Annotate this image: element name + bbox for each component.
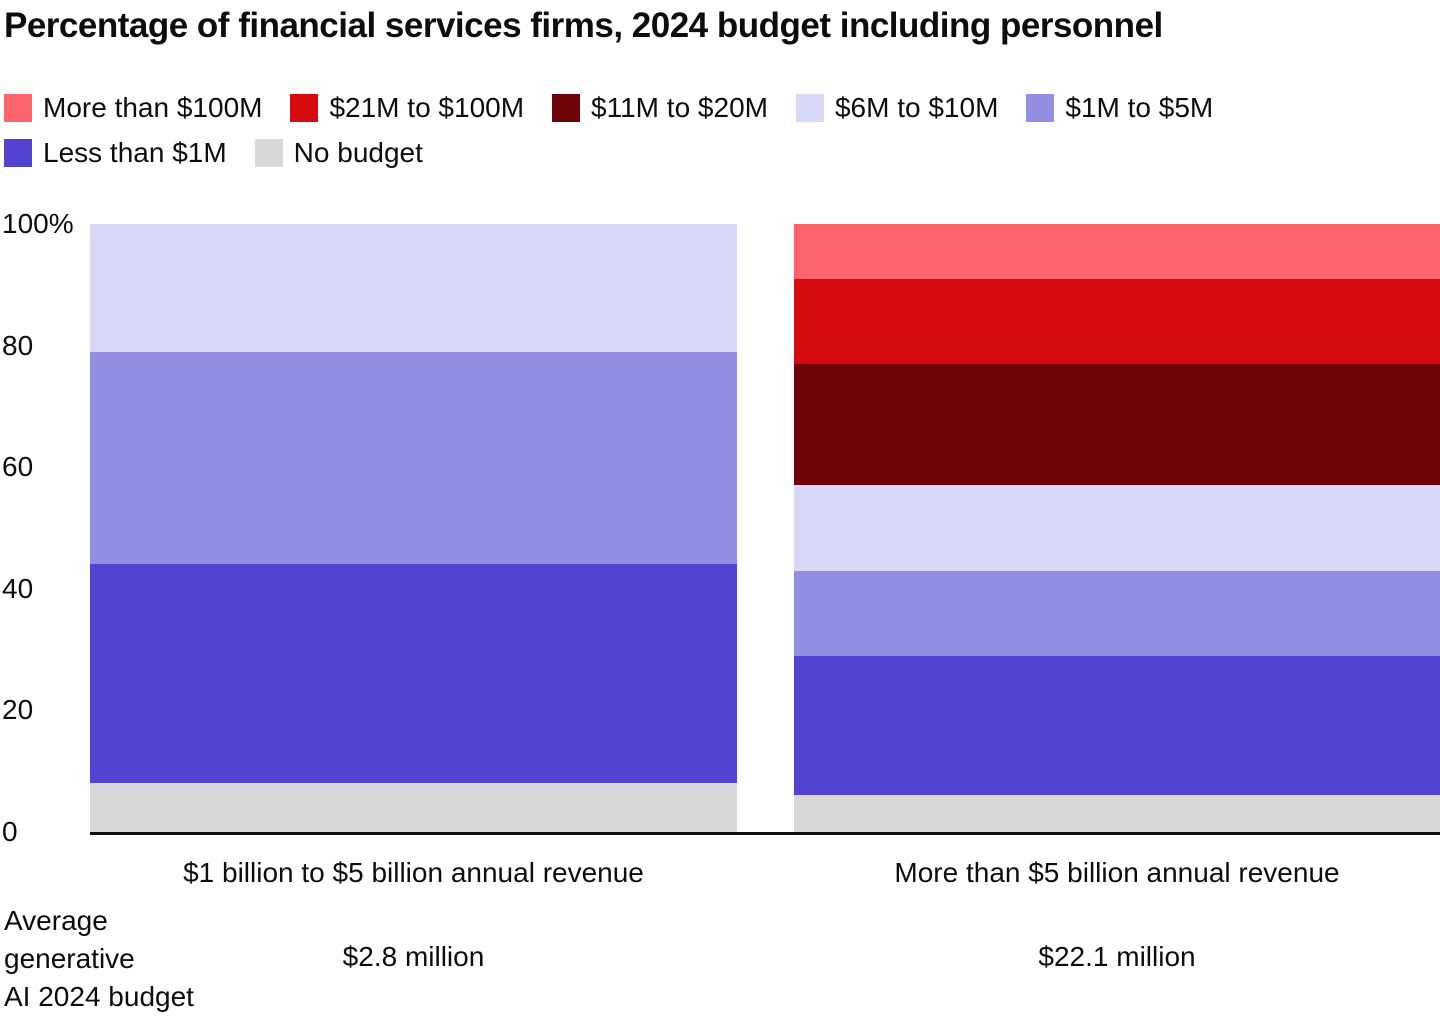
legend-label: No budget bbox=[293, 136, 423, 168]
bar-segment bbox=[794, 570, 1440, 656]
footer-row-label: Average generative AI 2024 budget bbox=[4, 905, 194, 1012]
category-label-right: More than $5 billion annual revenue bbox=[894, 857, 1340, 888]
bar-segment bbox=[794, 363, 1440, 486]
legend-item: $11M to $20M bbox=[552, 92, 768, 124]
legend: More than $100M $21M to $100M $11M to $20M… bbox=[4, 92, 1438, 169]
legend-item: Less than $1M bbox=[4, 136, 227, 169]
y-axis-tick: 20 bbox=[2, 694, 34, 726]
footer-value-right: $22.1 million bbox=[1038, 941, 1196, 972]
legend-label: $6M to $10M bbox=[834, 92, 999, 123]
legend-swatch bbox=[795, 94, 824, 123]
legend-item: $1M to $5M bbox=[1026, 92, 1214, 124]
legend-swatch bbox=[290, 94, 319, 123]
legend-item: More than $100M bbox=[4, 92, 263, 124]
y-axis-tick: 60 bbox=[2, 451, 34, 483]
bar-segment bbox=[794, 224, 1440, 279]
legend-label: $11M to $20M bbox=[591, 92, 768, 123]
legend-label: Less than $1M bbox=[43, 136, 227, 168]
category-label-left: $1 billion to $5 billion annual revenue bbox=[183, 857, 644, 888]
legend-item: $6M to $10M bbox=[795, 92, 999, 124]
legend-label: $21M to $100M bbox=[329, 92, 525, 123]
chart-title: Percentage of financial services firms, … bbox=[4, 6, 1163, 45]
plot-area: 100% 80 60 40 20 0 bbox=[0, 210, 1440, 846]
y-axis-tick: 40 bbox=[2, 572, 34, 604]
bar-segment bbox=[794, 485, 1440, 571]
bar-segment bbox=[90, 783, 737, 832]
x-axis-line bbox=[90, 832, 1440, 835]
bar-segment bbox=[794, 278, 1440, 364]
y-axis-tick: 0 bbox=[2, 816, 18, 847]
legend-swatch bbox=[4, 139, 32, 168]
bar-more-than-5b-revenue bbox=[794, 224, 1440, 832]
bar-segment bbox=[794, 795, 1440, 832]
legend-swatch bbox=[552, 94, 581, 123]
bar-segment bbox=[90, 351, 737, 565]
legend-swatch bbox=[1026, 94, 1055, 123]
legend-item: No budget bbox=[254, 136, 423, 169]
y-axis-tick: 80 bbox=[2, 329, 34, 361]
legend-swatch bbox=[254, 139, 283, 168]
bar-segment bbox=[90, 564, 737, 784]
legend-label: $1M to $5M bbox=[1065, 92, 1214, 123]
bar-segment bbox=[90, 224, 737, 352]
bar-segment bbox=[794, 655, 1440, 796]
bar-1b-to-5b-revenue bbox=[90, 224, 737, 832]
footer-value-left: $2.8 million bbox=[342, 941, 485, 972]
y-axis-tick: 100% bbox=[2, 208, 74, 239]
legend-swatch bbox=[4, 94, 32, 123]
legend-label: More than $100M bbox=[43, 92, 263, 123]
legend-item: $21M to $100M bbox=[290, 92, 525, 124]
